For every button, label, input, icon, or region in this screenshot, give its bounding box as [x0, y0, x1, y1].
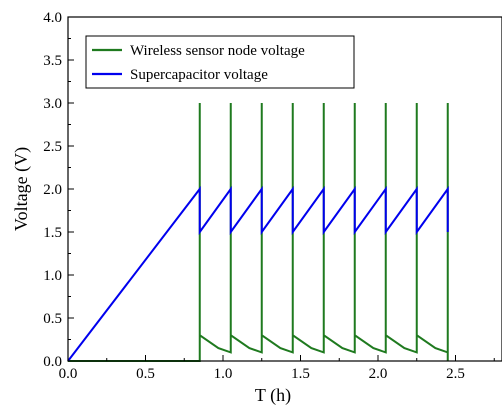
- series-layer: [67, 103, 449, 362]
- y-tick-label: 1.0: [43, 268, 62, 284]
- y-tick-label: 1.5: [43, 225, 62, 241]
- legend-label-supercapacitor: Supercapacitor voltage: [130, 67, 268, 83]
- legend-box: [85, 35, 355, 89]
- x-axis-title: T (h): [255, 385, 291, 405]
- x-tick-label: 0.5: [136, 366, 155, 382]
- x-tick-label: 2.0: [369, 366, 388, 382]
- x-tick-label: 0.0: [59, 366, 78, 382]
- y-axis-ticks: 0.0 0.5 1.0 1.5 2.0 2.5 3.0 3.5 4.0: [43, 10, 74, 370]
- y-tick-label: 3.0: [43, 96, 62, 112]
- x-tick-label: 1.0: [214, 366, 233, 382]
- series-line-sensor-node: [68, 103, 449, 362]
- y-tick-label: 0.0: [43, 354, 62, 370]
- legend-label-sensor-node: Wireless sensor node voltage: [130, 43, 305, 59]
- x-axis-ticks: 0.0 0.5 1.0 1.5 2.0 2.5: [59, 355, 495, 382]
- y-tick-label: 0.5: [43, 311, 62, 327]
- y-tick-label: 2.5: [43, 139, 62, 155]
- x-tick-label: 2.5: [446, 366, 465, 382]
- y-tick-label: 3.5: [43, 53, 62, 69]
- y-tick-label: 4.0: [43, 10, 62, 26]
- x-tick-label: 1.5: [291, 366, 310, 382]
- legend: Wireless sensor node voltage Supercapaci…: [85, 35, 355, 89]
- y-axis-title: Voltage (V): [11, 147, 32, 231]
- series-line-supercapacitor: [67, 185, 449, 362]
- y-tick-label: 2.0: [43, 182, 62, 198]
